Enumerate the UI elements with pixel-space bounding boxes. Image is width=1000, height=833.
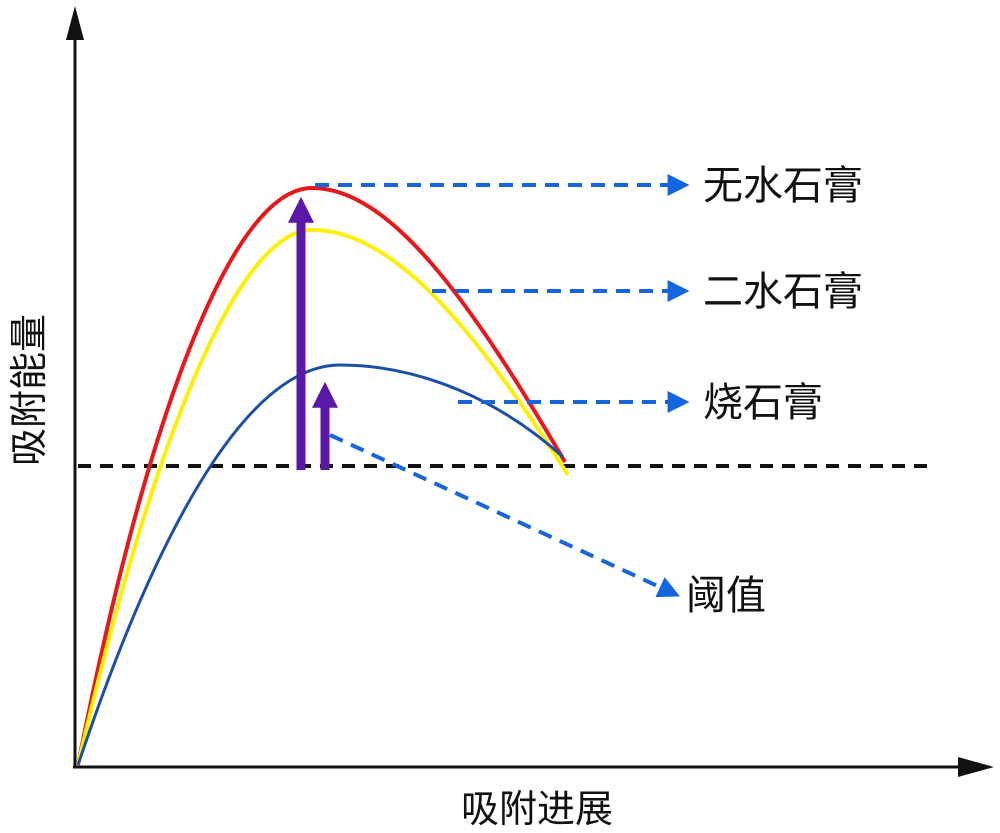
curve-dihydrate-gypsum (76, 227, 570, 766)
annotation-arrow-threshold (329, 433, 680, 598)
y-axis-label: 吸附能量 (7, 314, 51, 466)
curve-anhydrite (76, 185, 567, 766)
label-threshold: 阈值 (686, 573, 766, 619)
label-dihydrate-gypsum: 二水石膏 (703, 269, 863, 315)
label-plaster: 烧石膏 (703, 380, 823, 426)
x-axis-label: 吸附进展 (461, 787, 613, 831)
axes (66, 6, 994, 777)
y-axis-arrowhead (66, 6, 84, 40)
x-axis-arrowhead (958, 757, 994, 777)
label-anhydrite: 无水石膏 (703, 163, 863, 209)
